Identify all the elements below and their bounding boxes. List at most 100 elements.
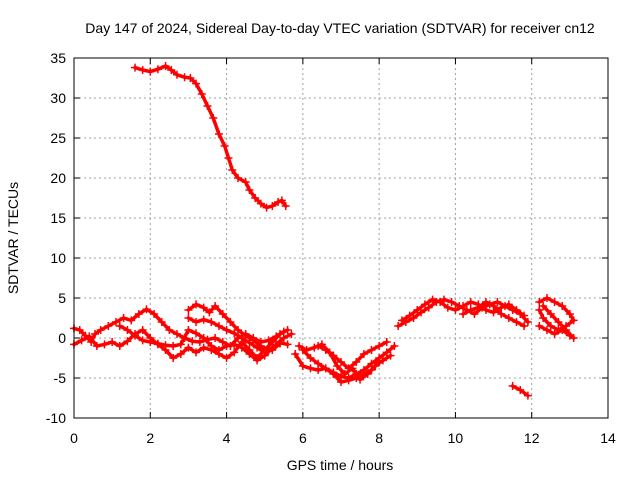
data-point [245, 350, 254, 358]
data-point [228, 166, 237, 174]
data-point [340, 370, 349, 378]
data-point [209, 114, 218, 122]
data-point [230, 348, 239, 357]
data-point [165, 326, 174, 334]
data-point [367, 366, 376, 374]
data-point [220, 142, 229, 150]
x-tick-label: 10 [448, 430, 464, 446]
data-point [192, 348, 201, 357]
data-point [138, 336, 147, 345]
data-point [157, 318, 166, 326]
data-point [321, 346, 330, 354]
data-point [306, 364, 315, 373]
data-point [205, 308, 214, 317]
data-point [382, 338, 391, 346]
data-point [237, 334, 246, 342]
data-point [359, 350, 368, 358]
chart-title: Day 147 of 2024, Sidereal Day-to-day VTE… [85, 20, 595, 36]
data-point [214, 130, 223, 138]
data-point [131, 63, 140, 72]
data-point [85, 332, 94, 341]
data-point [550, 330, 559, 338]
x-tick-label: 0 [70, 430, 78, 446]
y-tick-label: 30 [50, 90, 66, 106]
data-point [192, 300, 201, 309]
data-point [523, 391, 532, 400]
data-point [542, 326, 551, 334]
x-tick-label: 4 [223, 430, 231, 446]
data-point [218, 310, 227, 318]
y-tick-labels: -10 -5 0 5 10 15 20 25 30 35 [46, 50, 66, 426]
data-point [520, 311, 529, 320]
data-point [104, 322, 113, 330]
x-tick-label: 8 [375, 430, 383, 446]
data-point [470, 310, 479, 318]
x-tick-labels: 0 2 4 6 8 10 12 14 [70, 430, 616, 446]
data-point [260, 348, 269, 357]
data-point [222, 342, 231, 350]
series-track [537, 304, 576, 340]
data-point [554, 318, 563, 326]
data-point [539, 302, 548, 310]
data-point [535, 322, 544, 330]
data-point [268, 202, 277, 210]
data-point [75, 326, 84, 334]
x-tick-label: 2 [146, 430, 154, 446]
data-point [218, 338, 227, 346]
data-point [245, 186, 254, 194]
data-point [184, 326, 193, 334]
data-point [428, 295, 437, 304]
data-point [489, 302, 498, 310]
data-point [386, 351, 395, 360]
data-point [310, 343, 319, 352]
data-point [542, 294, 551, 302]
y-tick-label: 25 [50, 130, 66, 146]
y-axis-label: SDTVAR / TECUs [5, 182, 21, 294]
data-point [127, 316, 136, 325]
data-point [291, 350, 300, 358]
series-mid-b [184, 314, 284, 357]
data-point [192, 329, 201, 338]
y-tick-label: 10 [50, 250, 66, 266]
data-point [333, 362, 342, 370]
data-point [504, 314, 513, 322]
data-point [96, 326, 105, 334]
data-point [92, 342, 101, 350]
data-point [77, 336, 86, 345]
data-point [413, 306, 422, 314]
data-point [264, 336, 273, 345]
data-point [134, 310, 143, 318]
data-point [512, 306, 521, 314]
data-point [184, 314, 193, 322]
y-tick-label: -5 [54, 370, 67, 386]
series-dip-d [314, 338, 391, 373]
data-point [131, 331, 140, 340]
data-point [241, 178, 250, 186]
data-point [123, 326, 132, 334]
data-point [405, 311, 414, 320]
data-point [224, 154, 233, 162]
data-point [234, 174, 243, 182]
data-point [298, 362, 307, 370]
data-point [222, 354, 231, 362]
data-point [447, 298, 456, 306]
data-point [192, 318, 201, 326]
data-point [138, 326, 147, 334]
data-point [214, 322, 223, 330]
data-point [508, 382, 517, 390]
data-point [251, 194, 260, 202]
axis-ticks [73, 57, 609, 419]
data-point [211, 302, 220, 310]
data-point [329, 351, 338, 360]
data-point [119, 314, 128, 322]
data-point [394, 322, 403, 330]
data-point [569, 334, 578, 342]
data-point [337, 358, 345, 366]
data-point [314, 342, 323, 350]
data-point [539, 314, 548, 322]
data-point [295, 342, 304, 350]
data-point [203, 102, 212, 110]
data-point [352, 358, 361, 366]
data-point [344, 376, 353, 385]
